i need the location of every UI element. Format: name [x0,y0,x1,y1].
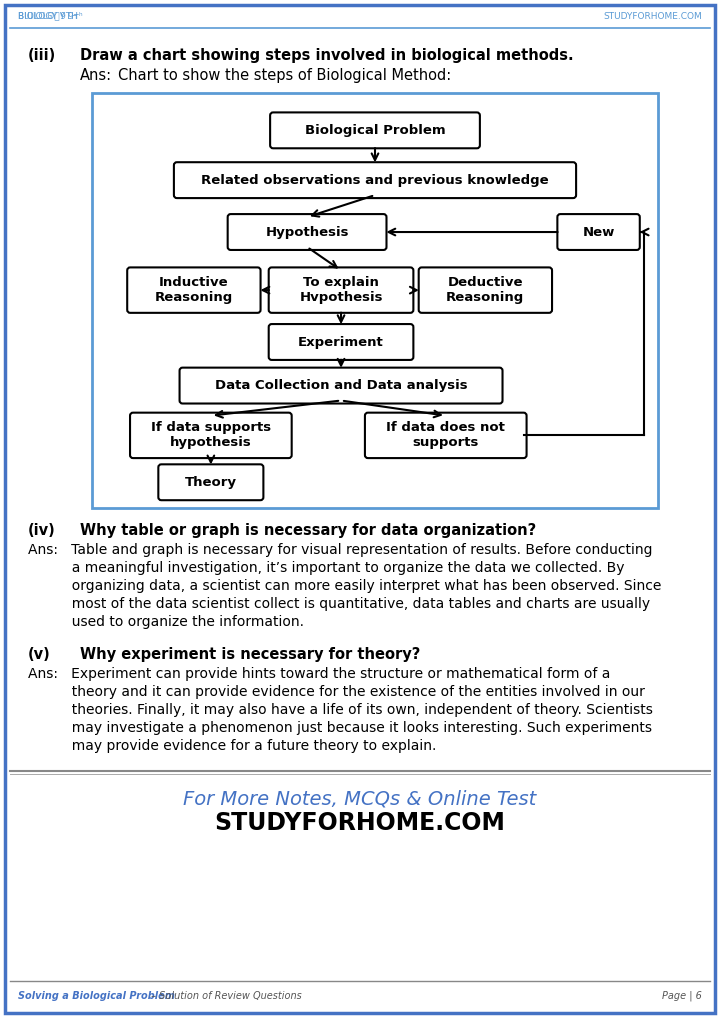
Text: For More Notes, MCQs & Online Test: For More Notes, MCQs & Online Test [184,790,536,808]
Text: may investigate a phenomenon just because it looks interesting. Such experiments: may investigate a phenomenon just becaus… [28,721,652,735]
Text: may provide evidence for a future theory to explain.: may provide evidence for a future theory… [28,739,436,753]
Text: Chart to show the steps of Biological Method:: Chart to show the steps of Biological Me… [118,68,451,83]
Text: a meaningful investigation, it’s important to organize the data we collected. By: a meaningful investigation, it’s importa… [28,561,624,575]
Text: organizing data, a scientist can more easily interpret what has been observed. S: organizing data, a scientist can more ea… [28,579,662,593]
Text: – Solution of Review Questions: – Solution of Review Questions [148,991,302,1001]
Text: Deductive
Reasoning: Deductive Reasoning [446,276,524,304]
Text: Hypothesis: Hypothesis [266,226,348,238]
Text: used to organize the information.: used to organize the information. [28,615,304,629]
Text: Why table or graph is necessary for data organization?: Why table or graph is necessary for data… [80,523,536,538]
Text: Ans:   Table and graph is necessary for visual representation of results. Before: Ans: Table and graph is necessary for vi… [28,543,652,557]
FancyBboxPatch shape [269,268,413,313]
FancyBboxPatch shape [269,324,413,360]
Text: New: New [582,226,615,238]
FancyBboxPatch shape [158,464,264,500]
FancyBboxPatch shape [174,162,576,199]
FancyBboxPatch shape [557,214,640,250]
Text: (iv): (iv) [28,523,55,538]
FancyBboxPatch shape [419,268,552,313]
FancyBboxPatch shape [228,214,387,250]
Text: Related observations and previous knowledge: Related observations and previous knowle… [201,174,549,186]
Text: (v): (v) [28,647,50,662]
Text: (iii): (iii) [28,48,56,63]
FancyBboxPatch shape [5,5,715,1013]
Text: theories. Finally, it may also have a life of its own, independent of theory. Sc: theories. Finally, it may also have a li… [28,703,653,717]
Text: Why experiment is necessary for theory?: Why experiment is necessary for theory? [80,647,420,662]
FancyBboxPatch shape [365,412,526,458]
FancyBboxPatch shape [270,112,480,149]
Text: most of the data scientist collect is quantitative, data tables and charts are u: most of the data scientist collect is qu… [28,597,650,611]
Text: Ans:: Ans: [80,68,112,83]
Text: Ans:   Experiment can provide hints toward the structure or mathematical form of: Ans: Experiment can provide hints toward… [28,667,611,681]
FancyBboxPatch shape [92,93,658,508]
Text: Theory: Theory [185,475,237,489]
Text: Draw a chart showing steps involved in biological methods.: Draw a chart showing steps involved in b… [80,48,574,63]
Text: To explain
Hvpothesis: To explain Hvpothesis [300,276,383,304]
Text: theory and it can provide evidence for the existence of the entities involved in: theory and it can provide evidence for t… [28,685,645,699]
Text: Solving a Biological Problem: Solving a Biological Problem [18,991,175,1001]
FancyBboxPatch shape [130,412,292,458]
Text: Page | 6: Page | 6 [662,991,702,1002]
Text: Inductive
Reasoning: Inductive Reasoning [155,276,233,304]
Text: BIOLOGY 9TH: BIOLOGY 9TH [18,11,78,20]
FancyBboxPatch shape [179,367,503,403]
Text: STUDYFORHOME.COM: STUDYFORHOME.COM [603,11,702,20]
Text: Biological Problem: Biological Problem [305,124,445,136]
Text: Data Collection and Data analysis: Data Collection and Data analysis [215,379,467,392]
Text: Experiment: Experiment [298,336,384,348]
Text: BƜIOLOꞬY 9ᴛʰ: BƜIOLOꞬY 9ᴛʰ [18,11,83,20]
Text: If data supports
hypothesis: If data supports hypothesis [150,421,271,449]
FancyBboxPatch shape [127,268,261,313]
Text: If data does not
supports: If data does not supports [387,421,505,449]
Text: STUDYFORHOME.COM: STUDYFORHOME.COM [215,811,505,835]
